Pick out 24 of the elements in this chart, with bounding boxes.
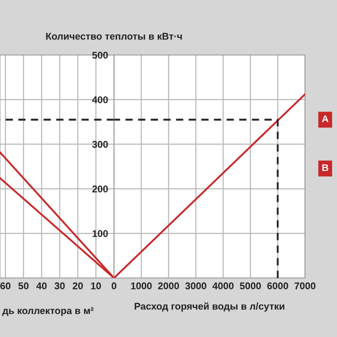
y-axis-title: Количество теплоты в кВт·ч xyxy=(46,32,182,40)
y-tick-label: 200 xyxy=(92,186,108,192)
x-tick-label: 3000 xyxy=(185,282,206,290)
x-tick-label: 1000 xyxy=(131,282,152,290)
text: A xyxy=(322,115,328,122)
y-tick-label: 500 xyxy=(92,52,108,59)
x-tick-label: 40 xyxy=(36,282,47,290)
x-tick-label: 10 xyxy=(91,282,101,290)
text: B xyxy=(322,164,328,172)
x-tick-label: 20 xyxy=(72,282,83,290)
x-tick-label: 30 xyxy=(54,282,65,290)
x-tick-label: 7000 xyxy=(294,282,316,290)
x-tick-label: 0 xyxy=(112,282,116,290)
y-tick-label: 300 xyxy=(92,140,108,148)
x-tick-label: 5000 xyxy=(240,282,261,290)
x-axis-title: дь коллектора в м² xyxy=(2,307,94,316)
x-tick-label: 50 xyxy=(18,282,29,290)
x-tick-label: 2000 xyxy=(158,282,179,290)
x-tick-label: 60 xyxy=(0,282,10,290)
x-tick-label: 4000 xyxy=(212,282,234,290)
x-axis-title: Расход горячей воды в л/сутки xyxy=(134,302,284,312)
y-tick-label: 400 xyxy=(92,96,108,104)
x-tick-label: 6000 xyxy=(267,282,288,290)
y-tick-label: 100 xyxy=(92,230,108,238)
